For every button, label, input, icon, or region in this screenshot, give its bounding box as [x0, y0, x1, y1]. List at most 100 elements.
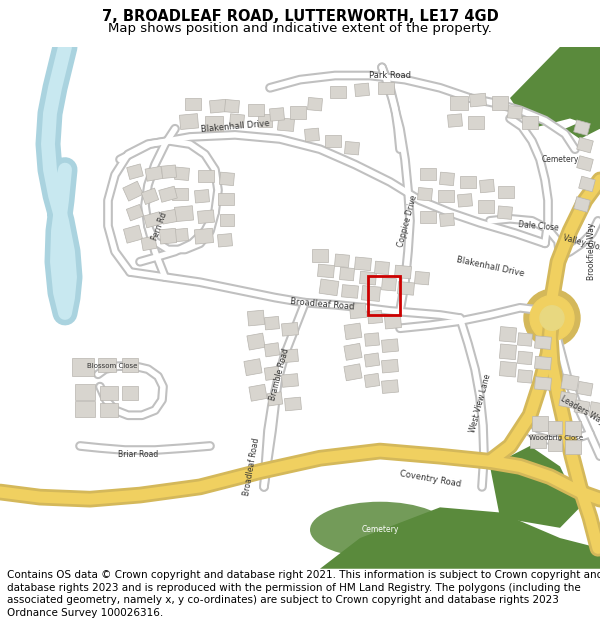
- Bar: [478, 201, 494, 212]
- Bar: [142, 188, 158, 204]
- Bar: [248, 104, 264, 116]
- Bar: [364, 353, 380, 367]
- Circle shape: [530, 296, 574, 341]
- Bar: [244, 359, 262, 376]
- Bar: [194, 189, 209, 203]
- Bar: [175, 206, 194, 222]
- Bar: [127, 204, 143, 221]
- Bar: [440, 172, 454, 186]
- Text: Contains OS data © Crown copyright and database right 2021. This information is : Contains OS data © Crown copyright and d…: [7, 571, 600, 618]
- Bar: [577, 138, 593, 153]
- Polygon shape: [490, 446, 580, 528]
- Bar: [72, 358, 94, 376]
- Bar: [144, 212, 162, 228]
- Text: Blakenhall Drive: Blakenhall Drive: [200, 119, 270, 134]
- Bar: [161, 165, 176, 179]
- Bar: [197, 210, 214, 224]
- Text: Cemetery: Cemetery: [361, 526, 398, 534]
- Bar: [578, 176, 595, 192]
- Bar: [499, 327, 517, 342]
- Bar: [145, 166, 163, 181]
- Bar: [122, 358, 138, 372]
- Bar: [305, 128, 319, 142]
- Bar: [284, 397, 301, 411]
- Bar: [224, 99, 239, 113]
- Bar: [518, 351, 532, 365]
- Bar: [220, 214, 234, 226]
- Bar: [530, 434, 546, 448]
- Bar: [75, 384, 95, 400]
- Bar: [100, 403, 118, 418]
- Circle shape: [540, 306, 564, 331]
- Bar: [364, 373, 380, 388]
- Bar: [312, 249, 328, 262]
- Bar: [340, 268, 355, 281]
- Bar: [122, 386, 138, 400]
- Bar: [574, 400, 590, 414]
- Bar: [574, 197, 590, 212]
- Text: Leaders Way: Leaders Way: [559, 394, 600, 426]
- Bar: [522, 116, 538, 129]
- Bar: [344, 323, 362, 339]
- Bar: [209, 99, 226, 113]
- Bar: [368, 276, 400, 315]
- Bar: [198, 169, 214, 182]
- Bar: [179, 114, 199, 129]
- Bar: [385, 315, 401, 329]
- Bar: [265, 316, 280, 330]
- Circle shape: [524, 289, 580, 347]
- Polygon shape: [565, 113, 600, 139]
- Bar: [532, 416, 548, 431]
- Bar: [565, 440, 581, 454]
- Bar: [492, 96, 508, 111]
- Bar: [589, 402, 600, 419]
- Bar: [264, 366, 280, 381]
- Bar: [577, 381, 593, 396]
- Bar: [281, 374, 298, 388]
- Text: Park Road: Park Road: [369, 71, 411, 80]
- Bar: [365, 332, 379, 346]
- Bar: [249, 384, 267, 401]
- Bar: [281, 322, 298, 336]
- Bar: [468, 116, 484, 129]
- Bar: [450, 96, 468, 111]
- Bar: [535, 377, 551, 391]
- Text: Map shows position and indicative extent of the property.: Map shows position and indicative extent…: [108, 22, 492, 35]
- Bar: [160, 228, 176, 244]
- Bar: [535, 356, 551, 370]
- Bar: [355, 83, 370, 97]
- Text: Broadleaf Road: Broadleaf Road: [290, 298, 355, 312]
- Bar: [565, 421, 581, 436]
- Bar: [267, 392, 283, 406]
- Bar: [141, 236, 157, 251]
- Bar: [548, 421, 562, 434]
- Bar: [561, 374, 579, 391]
- Text: Woodbrig Close: Woodbrig Close: [529, 435, 583, 441]
- Bar: [218, 193, 234, 206]
- Text: West View Lane: West View Lane: [468, 372, 492, 433]
- Text: Coppice Drive: Coppice Drive: [397, 194, 419, 248]
- Bar: [458, 194, 472, 207]
- Bar: [172, 228, 188, 242]
- Bar: [75, 401, 95, 418]
- Text: Blossom Close: Blossom Close: [87, 363, 137, 369]
- Bar: [559, 391, 577, 408]
- Text: 7, BROADLEAF ROAD, LUTTERWORTH, LE17 4GD: 7, BROADLEAF ROAD, LUTTERWORTH, LE17 4GD: [101, 9, 499, 24]
- Text: Dale Close: Dale Close: [517, 220, 559, 232]
- Bar: [319, 279, 339, 296]
- Bar: [382, 359, 398, 373]
- Bar: [470, 93, 487, 107]
- Bar: [124, 225, 143, 243]
- Bar: [127, 164, 143, 179]
- Text: Briar Road: Briar Road: [118, 449, 158, 459]
- Bar: [172, 188, 188, 201]
- Bar: [175, 167, 190, 181]
- Text: Valley Close: Valley Close: [562, 233, 600, 254]
- Bar: [264, 342, 280, 357]
- Bar: [325, 135, 341, 147]
- Bar: [258, 114, 272, 127]
- Bar: [247, 310, 265, 326]
- Bar: [317, 264, 334, 278]
- Bar: [230, 114, 244, 128]
- Text: Blakenhall Drive: Blakenhall Drive: [455, 255, 525, 279]
